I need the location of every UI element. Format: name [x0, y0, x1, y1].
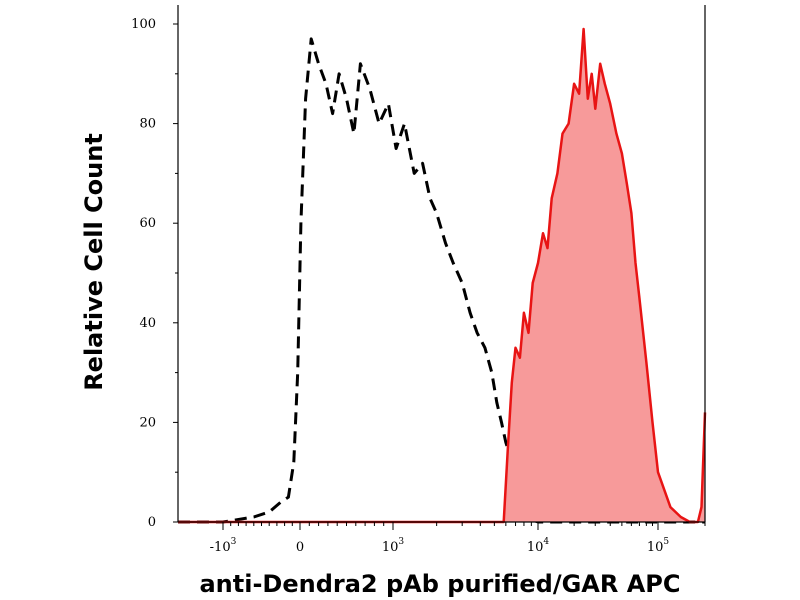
y-tick-label: 0: [148, 515, 156, 530]
x-axis-title: anti-Dendra2 pAb purified/GAR APC: [199, 570, 680, 598]
y-tick-label: 60: [139, 216, 156, 231]
x-axis: -103 0 103 104 105: [210, 522, 706, 555]
x-tick-label: 105: [647, 537, 670, 555]
plot-frame: [177, 5, 706, 523]
series-1-area: [178, 29, 705, 522]
x-tick-label: 0: [296, 540, 304, 555]
series-layer: [178, 27, 707, 524]
y-axis-title: Relative Cell Count: [80, 133, 108, 391]
y-tick-label: 80: [139, 117, 156, 132]
series-0-line: [178, 37, 705, 524]
x-tick-label: 103: [382, 537, 405, 555]
y-tick-label: 40: [139, 316, 156, 331]
y-tick-label: 20: [139, 415, 156, 430]
y-axis: 0 20 40 60 80 100: [131, 17, 178, 530]
series-1-line: [178, 27, 707, 524]
x-tick-label: -103: [210, 537, 237, 555]
x-tick-label: 104: [527, 537, 550, 555]
y-tick-label: 100: [131, 17, 156, 32]
